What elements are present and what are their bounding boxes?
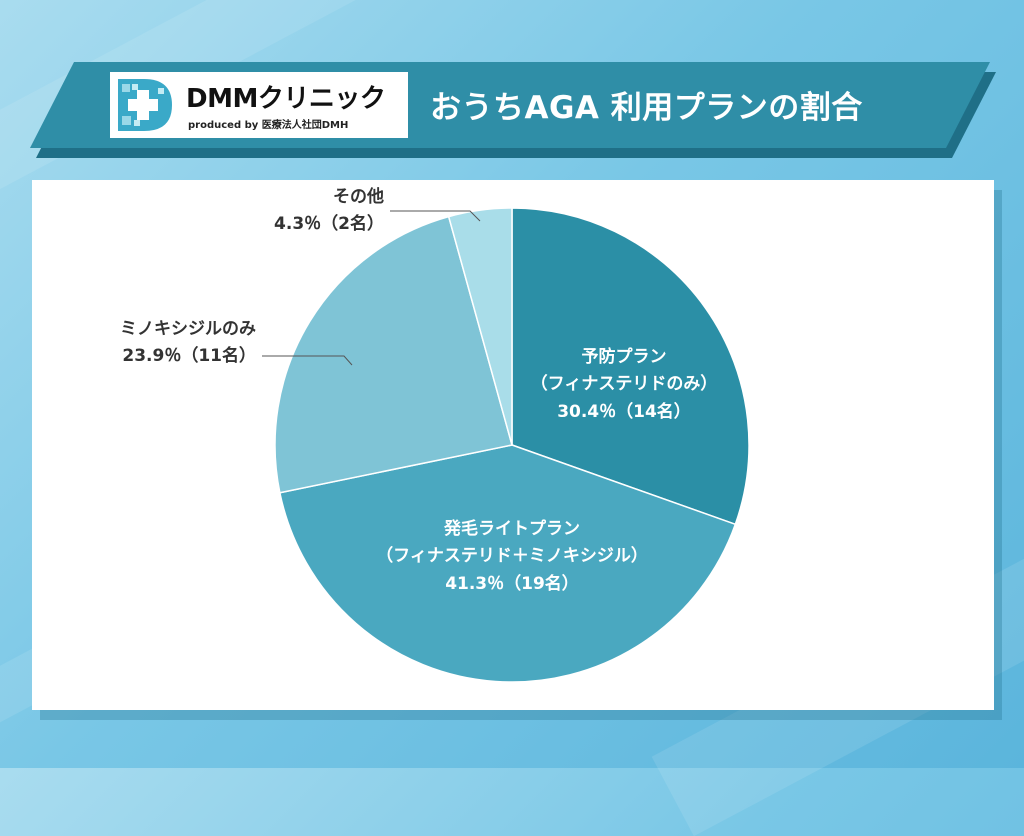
chart-title: おうちAGA 利用プランの割合 — [430, 90, 863, 126]
slice-value-label: 23.9％（11名） — [122, 345, 256, 366]
pie-slice — [274, 215, 513, 494]
clinic-logo: DMMクリニック produced by 医療法人社団DMH — [110, 72, 408, 138]
leader-line — [390, 210, 481, 222]
slice-label: その他 — [333, 186, 384, 207]
clinic-logo-name: DMMクリニック — [186, 84, 386, 114]
pie-slice — [447, 207, 513, 446]
leader-line — [262, 355, 353, 366]
slice-value-label: 30.4％（14名） — [557, 401, 691, 422]
clinic-logo-mark-icon — [118, 79, 172, 131]
slice-sublabel: （フィナステリド＋ミノキシジル） — [376, 545, 648, 566]
slice-label: 予防プラン — [582, 346, 667, 367]
slice-value-label: 4.3％（2名） — [274, 213, 384, 234]
slice-sublabel: （フィナステリドのみ） — [531, 373, 718, 394]
slice-label: 発毛ライトプラン — [443, 518, 580, 539]
clinic-logo-subtitle: produced by 医療法人社団DMH — [188, 120, 349, 131]
slice-label: ミノキシジルのみ — [120, 319, 256, 339]
slice-value-label: 41.3％（19名） — [445, 573, 579, 594]
pie-chart: 予防プラン （フィナステリドのみ） 30.4％（14名） 発毛ライトプラン （フィナステ… — [120, 186, 750, 683]
pie-slice — [278, 444, 737, 683]
pie-slice — [511, 207, 750, 526]
